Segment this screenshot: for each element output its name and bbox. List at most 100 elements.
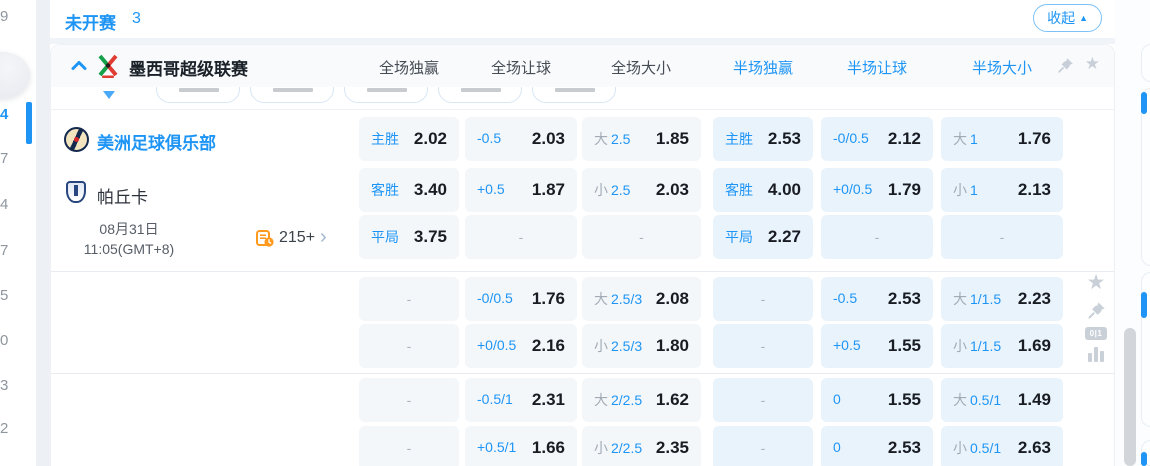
odds-cell[interactable]: 大 1 1.76 bbox=[941, 117, 1063, 161]
sidebar-count[interactable]: 4 bbox=[0, 106, 9, 123]
more-markets-link[interactable]: 215+ › bbox=[256, 227, 327, 247]
sidebar-count[interactable]: 3 bbox=[0, 377, 9, 394]
odds-cell[interactable]: 小 0.5/1 2.63 bbox=[941, 426, 1063, 466]
odds-label: 平局 bbox=[371, 227, 399, 247]
odds-label: -0/0.5 bbox=[833, 130, 869, 148]
odds-cell[interactable]: -0.5/1 2.31 bbox=[465, 378, 577, 422]
odds-cell[interactable]: 客胜 4.00 bbox=[713, 168, 813, 212]
column-header-ht-1x2[interactable]: 半场独赢 bbox=[732, 60, 794, 77]
filter-pill-button[interactable] bbox=[250, 87, 334, 103]
chevron-up-icon[interactable] bbox=[69, 56, 89, 76]
odds-value: 2.02 bbox=[413, 129, 447, 148]
status-count: 3 bbox=[132, 10, 141, 27]
sidebar-count[interactable]: 0 bbox=[0, 332, 9, 349]
odds-cell[interactable]: 0 1.55 bbox=[821, 378, 933, 422]
ou-prefix: 小 bbox=[594, 440, 608, 456]
odds-cell[interactable]: 小 2.5 2.03 bbox=[582, 168, 701, 212]
odds-cell[interactable]: -0/0.5 2.12 bbox=[821, 117, 933, 161]
odds-line: 2.5/3 bbox=[611, 291, 643, 307]
odds-dash: - bbox=[406, 440, 412, 456]
odds-value: 2.27 bbox=[767, 227, 801, 246]
odds-cell[interactable]: 大 2.5 1.85 bbox=[582, 117, 701, 161]
odds-cell[interactable]: +0.5/1 1.66 bbox=[465, 426, 577, 466]
dropdown-triangle-icon[interactable] bbox=[103, 91, 115, 99]
filter-pill-button[interactable] bbox=[532, 87, 616, 103]
odds-cell[interactable]: 小 2.5/3 1.80 bbox=[582, 324, 701, 368]
sidebar-count[interactable]: 5 bbox=[0, 287, 9, 304]
collapse-button[interactable]: 收起 ▲ bbox=[1033, 4, 1102, 32]
odds-cell[interactable]: 大 2.5/3 2.08 bbox=[582, 277, 701, 321]
triangle-up-icon: ▲ bbox=[1079, 12, 1088, 23]
odds-cell[interactable]: +0/0.5 1.79 bbox=[821, 168, 933, 212]
odds-cell-empty: - bbox=[359, 324, 459, 368]
odds-line: 平局 bbox=[371, 229, 399, 245]
odds-label: 大 2.5 bbox=[594, 129, 630, 149]
column-header-ht-handicap[interactable]: 半场让球 bbox=[846, 60, 908, 77]
odds-cell[interactable]: 大 0.5/1 1.49 bbox=[941, 378, 1063, 422]
filter-pill-button[interactable] bbox=[156, 87, 240, 103]
sidebar-count[interactable]: 7 bbox=[0, 150, 9, 167]
odds-label: 平局 bbox=[725, 227, 753, 247]
column-header-ft-ou: 全场大小 bbox=[610, 60, 672, 77]
odds-cell-empty: - bbox=[465, 215, 577, 259]
odds-cell[interactable]: +0.5 1.87 bbox=[465, 168, 577, 212]
odds-cell[interactable]: 小 2/2.5 2.35 bbox=[582, 426, 701, 466]
favorite-star-icon[interactable]: ★ bbox=[1086, 271, 1106, 294]
odds-cell[interactable]: -0.5 2.53 bbox=[821, 277, 933, 321]
odds-line: 0 bbox=[833, 391, 841, 407]
filter-pill-button[interactable] bbox=[438, 87, 522, 103]
odds-line: 2/2.5 bbox=[611, 392, 643, 408]
star-icon[interactable]: ★ bbox=[1084, 54, 1100, 73]
odds-cell[interactable]: 主胜 2.53 bbox=[713, 117, 813, 161]
stats-chart-icon[interactable] bbox=[1083, 347, 1109, 362]
odds-cell-empty: - bbox=[713, 277, 813, 321]
home-team-name[interactable]: 美洲足球俱乐部 bbox=[97, 134, 216, 153]
filter-pill-button[interactable] bbox=[344, 87, 428, 103]
odds-cell[interactable]: +0/0.5 2.16 bbox=[465, 324, 577, 368]
odds-value: 2.63 bbox=[1017, 438, 1051, 457]
sidebar-count[interactable]: 2 bbox=[0, 420, 9, 437]
odds-cell[interactable]: 主胜 2.02 bbox=[359, 117, 459, 161]
sidebar-count[interactable]: 4 bbox=[0, 196, 9, 213]
odds-cell[interactable]: 大 1/1.5 2.23 bbox=[941, 277, 1063, 321]
odds-cell[interactable]: 平局 3.75 bbox=[359, 215, 459, 259]
odds-dash: - bbox=[874, 229, 880, 245]
status-label: 未开赛 bbox=[65, 14, 116, 33]
odds-line: +0/0.5 bbox=[833, 181, 873, 197]
odds-cell[interactable]: -0/0.5 1.76 bbox=[465, 277, 577, 321]
odds-cell[interactable]: 小 1/1.5 1.69 bbox=[941, 324, 1063, 368]
odds-cell[interactable]: +0.5 1.55 bbox=[821, 324, 933, 368]
sidebar-count[interactable]: 9 bbox=[0, 8, 9, 25]
odds-label: 0 bbox=[833, 391, 841, 409]
odds-value: 1.55 bbox=[887, 336, 921, 355]
odds-cell[interactable]: 0 2.53 bbox=[821, 426, 933, 466]
seam-band bbox=[50, 38, 1150, 44]
sidebar-count[interactable]: 7 bbox=[0, 242, 9, 259]
odds-value: 2.16 bbox=[531, 336, 565, 355]
odds-dash: - bbox=[760, 440, 766, 456]
odds-cell[interactable]: 小 1 2.13 bbox=[941, 168, 1063, 212]
odds-cell-empty: - bbox=[713, 378, 813, 422]
odds-cell[interactable]: 客胜 3.40 bbox=[359, 168, 459, 212]
match-datetime: 08月31日 11:05(GMT+8) bbox=[54, 219, 204, 259]
odds-dash: - bbox=[639, 229, 644, 245]
odds-value: 1.66 bbox=[531, 438, 565, 457]
odds-value: 1.79 bbox=[887, 180, 921, 199]
odds-line: -0.5/1 bbox=[477, 391, 513, 407]
odds-cell[interactable]: -0.5 2.03 bbox=[465, 117, 577, 161]
odds-cell[interactable]: 平局 2.27 bbox=[713, 215, 813, 259]
adjacent-panel-accent bbox=[1141, 452, 1147, 466]
column-header-ht-ou[interactable]: 半场大小 bbox=[971, 60, 1033, 77]
vertical-scrollbar[interactable] bbox=[1124, 328, 1136, 466]
pills-divider bbox=[51, 109, 1114, 110]
odds-line: -0.5 bbox=[477, 130, 502, 146]
pin-icon[interactable] bbox=[1057, 57, 1074, 74]
pin-icon[interactable] bbox=[1083, 301, 1109, 320]
sidebar-floating-button[interactable] bbox=[0, 52, 30, 98]
odds-cell[interactable]: 大 2/2.5 1.62 bbox=[582, 378, 701, 422]
score-01-icon[interactable]: 0|1 bbox=[1085, 327, 1107, 340]
odds-line: -0/0.5 bbox=[477, 290, 513, 306]
odds-value: 3.40 bbox=[413, 180, 447, 199]
odds-cell-empty: - bbox=[941, 215, 1063, 259]
away-team-name[interactable]: 帕丘卡 bbox=[97, 188, 148, 207]
